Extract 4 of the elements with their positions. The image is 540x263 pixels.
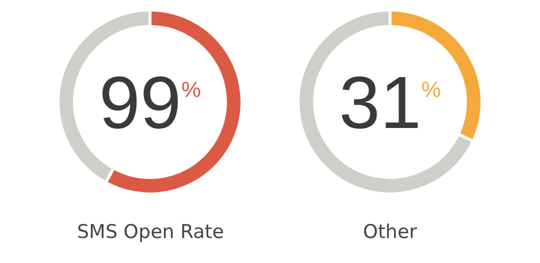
text: SMS Open Rate [77, 221, 224, 243]
text: 99$^{%}$ [99, 61, 201, 144]
text: 31$^{%}$ [339, 61, 441, 144]
text: Other [363, 221, 418, 243]
